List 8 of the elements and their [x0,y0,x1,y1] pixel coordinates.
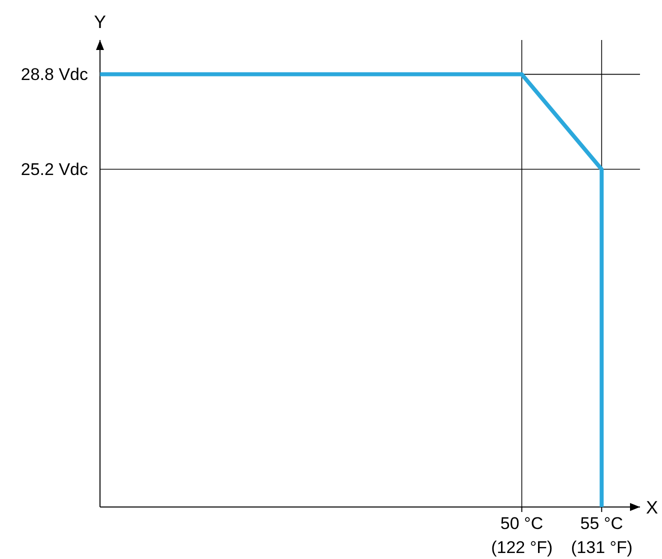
y-tick-label: 25.2 Vdc [20,160,88,180]
y-axis-title: Y [94,12,106,32]
y-tick-label: 28.8 Vdc [20,65,88,84]
x2-tick-label: (122 °F) [491,538,553,557]
x2-tick-label: (131 °F) [571,538,633,557]
x-axis-title: X [646,497,658,518]
x-tick-label: 55 °C [580,514,624,533]
x-tick-label: 50 °C [500,514,544,533]
